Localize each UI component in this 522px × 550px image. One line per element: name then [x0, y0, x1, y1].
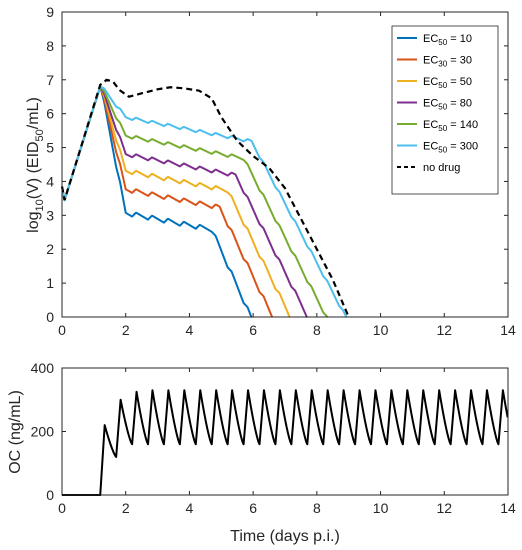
y-tick-label-top: 0	[46, 309, 54, 325]
y-tick-label-top: 3	[46, 207, 54, 223]
series-line-ec50-2	[61, 85, 291, 318]
viral-load-series-group	[60, 78, 350, 318]
series-line-oc	[62, 389, 509, 496]
y-tick-label-top: 9	[46, 4, 54, 20]
y-tick-label-top: 2	[46, 241, 54, 257]
x-tick-label-top: 4	[186, 322, 194, 338]
series-line-no-drug	[60, 78, 350, 318]
x-tick-label-top: 12	[436, 322, 452, 338]
series-line-ec50-5	[61, 85, 348, 318]
x-tick-label-top: 0	[58, 322, 66, 338]
x-tick-label-bottom: 6	[249, 500, 257, 516]
x-tick-label-bottom: 12	[436, 500, 452, 516]
x-tick-label-bottom: 8	[313, 500, 321, 516]
plot-frame-top	[61, 11, 509, 318]
legend-label: EC30 = 30	[423, 55, 472, 69]
series-line-ec50-4	[61, 85, 329, 318]
y-axis-label-bottom: OC (ng/mL)	[7, 390, 24, 474]
x-tick-label-top: 8	[313, 322, 321, 338]
y-tick-label-bottom: 200	[31, 424, 55, 440]
plot-area-bottom	[62, 368, 508, 495]
legend-label: EC50 = 140	[423, 119, 478, 133]
y-tick-label-top: 7	[46, 72, 54, 88]
y-tick-label-bottom: 400	[31, 360, 55, 376]
y-tick-label-top: 1	[46, 275, 54, 291]
x-tick-label-bottom: 4	[186, 500, 194, 516]
x-tick-label-bottom: 14	[500, 500, 516, 516]
oc-concentration-plot: 0 2 4 6 8 10 12 14 0 200 400 OC (ng/mL) Time (days…	[7, 360, 516, 545]
series-line-ec50-0	[61, 85, 253, 318]
legend-label: no drug	[423, 162, 460, 174]
x-tick-label-bottom: 2	[122, 500, 130, 516]
legend-label: EC50 = 10	[423, 33, 472, 47]
legend-label: EC50 = 50	[423, 76, 472, 90]
y-tick-label-top: 8	[46, 38, 54, 54]
y-tick-label-bottom: 0	[46, 487, 54, 503]
y-axis-label-top: log10(V) (EID50/mL)	[25, 97, 46, 233]
y-tick-label-top: 4	[46, 173, 54, 189]
series-line-ec50-3	[61, 85, 308, 318]
legend-box	[391, 25, 499, 195]
x-tick-label-bottom: 10	[373, 500, 389, 516]
x-tick-label-bottom: 0	[58, 500, 66, 516]
x-axis-label-bottom: Time (days p.i.)	[230, 528, 340, 545]
y-tick-label-top: 5	[46, 140, 54, 156]
legend: EC50 = 10 EC30 = 30 EC50 = 50 EC50 = 80 EC50…	[391, 25, 499, 195]
bottom-ticks-group: 0 2 4 6 8 10 12 14 0 200 400	[31, 360, 516, 516]
series-line-ec50-1	[61, 85, 274, 318]
legend-label: EC50 = 300	[423, 141, 478, 155]
y-tick-label-top: 6	[46, 106, 54, 122]
oc-series-group	[62, 389, 509, 496]
x-tick-label-top: 10	[373, 322, 389, 338]
x-tick-label-top: 14	[500, 322, 516, 338]
x-tick-label-top: 6	[249, 322, 257, 338]
legend-label: EC50 = 80	[423, 98, 472, 112]
x-tick-label-top: 2	[122, 322, 130, 338]
